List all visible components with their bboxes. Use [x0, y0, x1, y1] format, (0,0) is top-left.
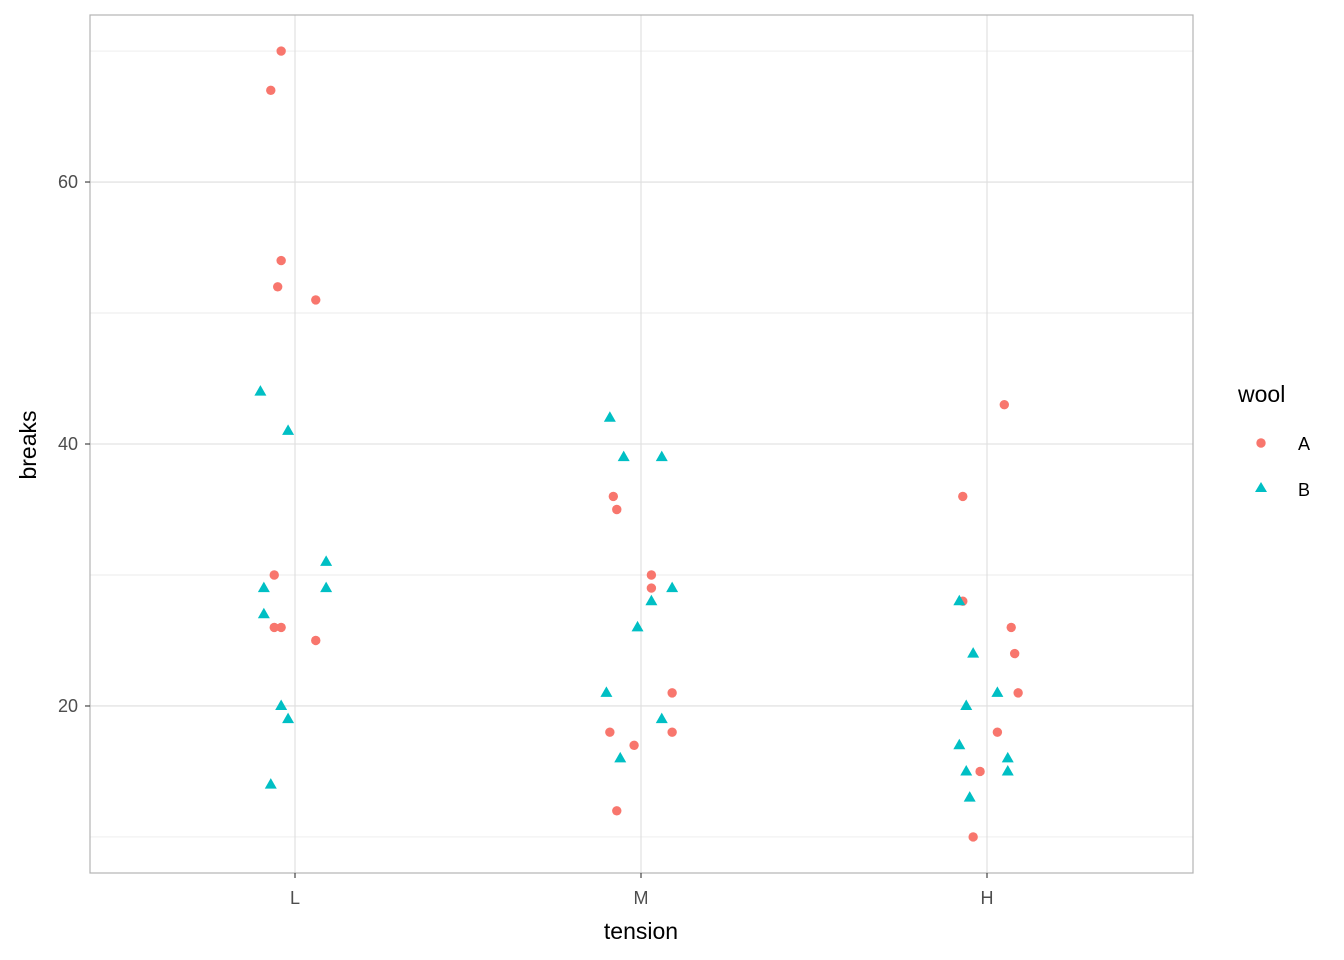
data-point-a: [629, 740, 639, 750]
data-point-b: [991, 686, 1004, 697]
data-point-a: [992, 727, 1003, 737]
data-point-b: [645, 594, 658, 606]
data-point-a: [273, 282, 283, 292]
data-point-b: [631, 620, 644, 632]
data-point-b: [967, 647, 980, 658]
data-point-a: [646, 583, 657, 593]
data-point-a: [612, 504, 622, 515]
data-point-a: [958, 491, 968, 502]
data-point-a: [999, 400, 1009, 410]
data-point-b: [603, 411, 616, 422]
data-point-a: [1013, 688, 1023, 698]
data-point-b: [953, 738, 966, 750]
data-point-b: [257, 607, 270, 619]
x-tick-label: M: [634, 888, 649, 908]
x-tick-label: L: [290, 888, 300, 908]
data-point-a: [311, 295, 321, 305]
data-point-b: [600, 686, 613, 697]
y-tick-label: 60: [58, 172, 78, 192]
data-point-a: [1009, 648, 1020, 659]
y-tick-label: 40: [58, 434, 78, 454]
data-point-b: [655, 450, 668, 462]
data-point-a: [266, 85, 276, 96]
data-points: [254, 46, 1023, 842]
legend: wool A B: [1237, 381, 1310, 500]
data-point-a: [269, 622, 279, 633]
data-point-b: [655, 712, 668, 724]
data-point-b: [614, 751, 627, 763]
y-tick-label: 20: [58, 696, 78, 716]
x-axis-title: tension: [604, 918, 678, 944]
data-point-b: [320, 555, 333, 566]
data-point-b: [264, 778, 277, 789]
legend-key-a-circle-icon: [1256, 438, 1266, 448]
data-point-a: [605, 727, 615, 737]
data-point-b: [953, 594, 966, 606]
data-point-b: [1001, 751, 1014, 763]
data-point-b: [282, 712, 295, 724]
legend-label-a: A: [1298, 434, 1310, 454]
data-point-a: [667, 727, 677, 737]
legend-title: wool: [1237, 381, 1285, 407]
data-point-b: [275, 699, 288, 710]
data-point-a: [612, 806, 622, 816]
data-point-a: [608, 491, 619, 502]
data-point-b: [617, 450, 630, 462]
legend-key-b-triangle-icon: [1255, 482, 1267, 492]
data-point-b: [666, 581, 679, 593]
data-point-b: [963, 791, 976, 802]
data-point-b: [254, 385, 267, 396]
data-point-a: [667, 688, 677, 698]
data-point-b: [282, 424, 295, 435]
data-point-a: [311, 635, 321, 646]
data-point-a: [968, 832, 978, 842]
data-point-b: [960, 764, 973, 776]
data-point-a: [276, 255, 286, 266]
data-point-a: [276, 46, 286, 56]
x-tick-label: H: [981, 888, 994, 908]
data-point-a: [276, 622, 286, 633]
axes: 20 40 60 L M H: [58, 172, 994, 908]
data-point-b: [320, 581, 333, 593]
data-point-b: [1001, 764, 1014, 776]
data-point-a: [646, 570, 657, 580]
y-axis-title: breaks: [15, 410, 41, 479]
data-point-a: [1006, 622, 1016, 633]
data-point-a: [269, 570, 279, 580]
data-point-b: [257, 581, 270, 593]
data-point-a: [975, 766, 985, 777]
legend-label-b: B: [1298, 480, 1310, 500]
data-point-b: [960, 699, 973, 710]
